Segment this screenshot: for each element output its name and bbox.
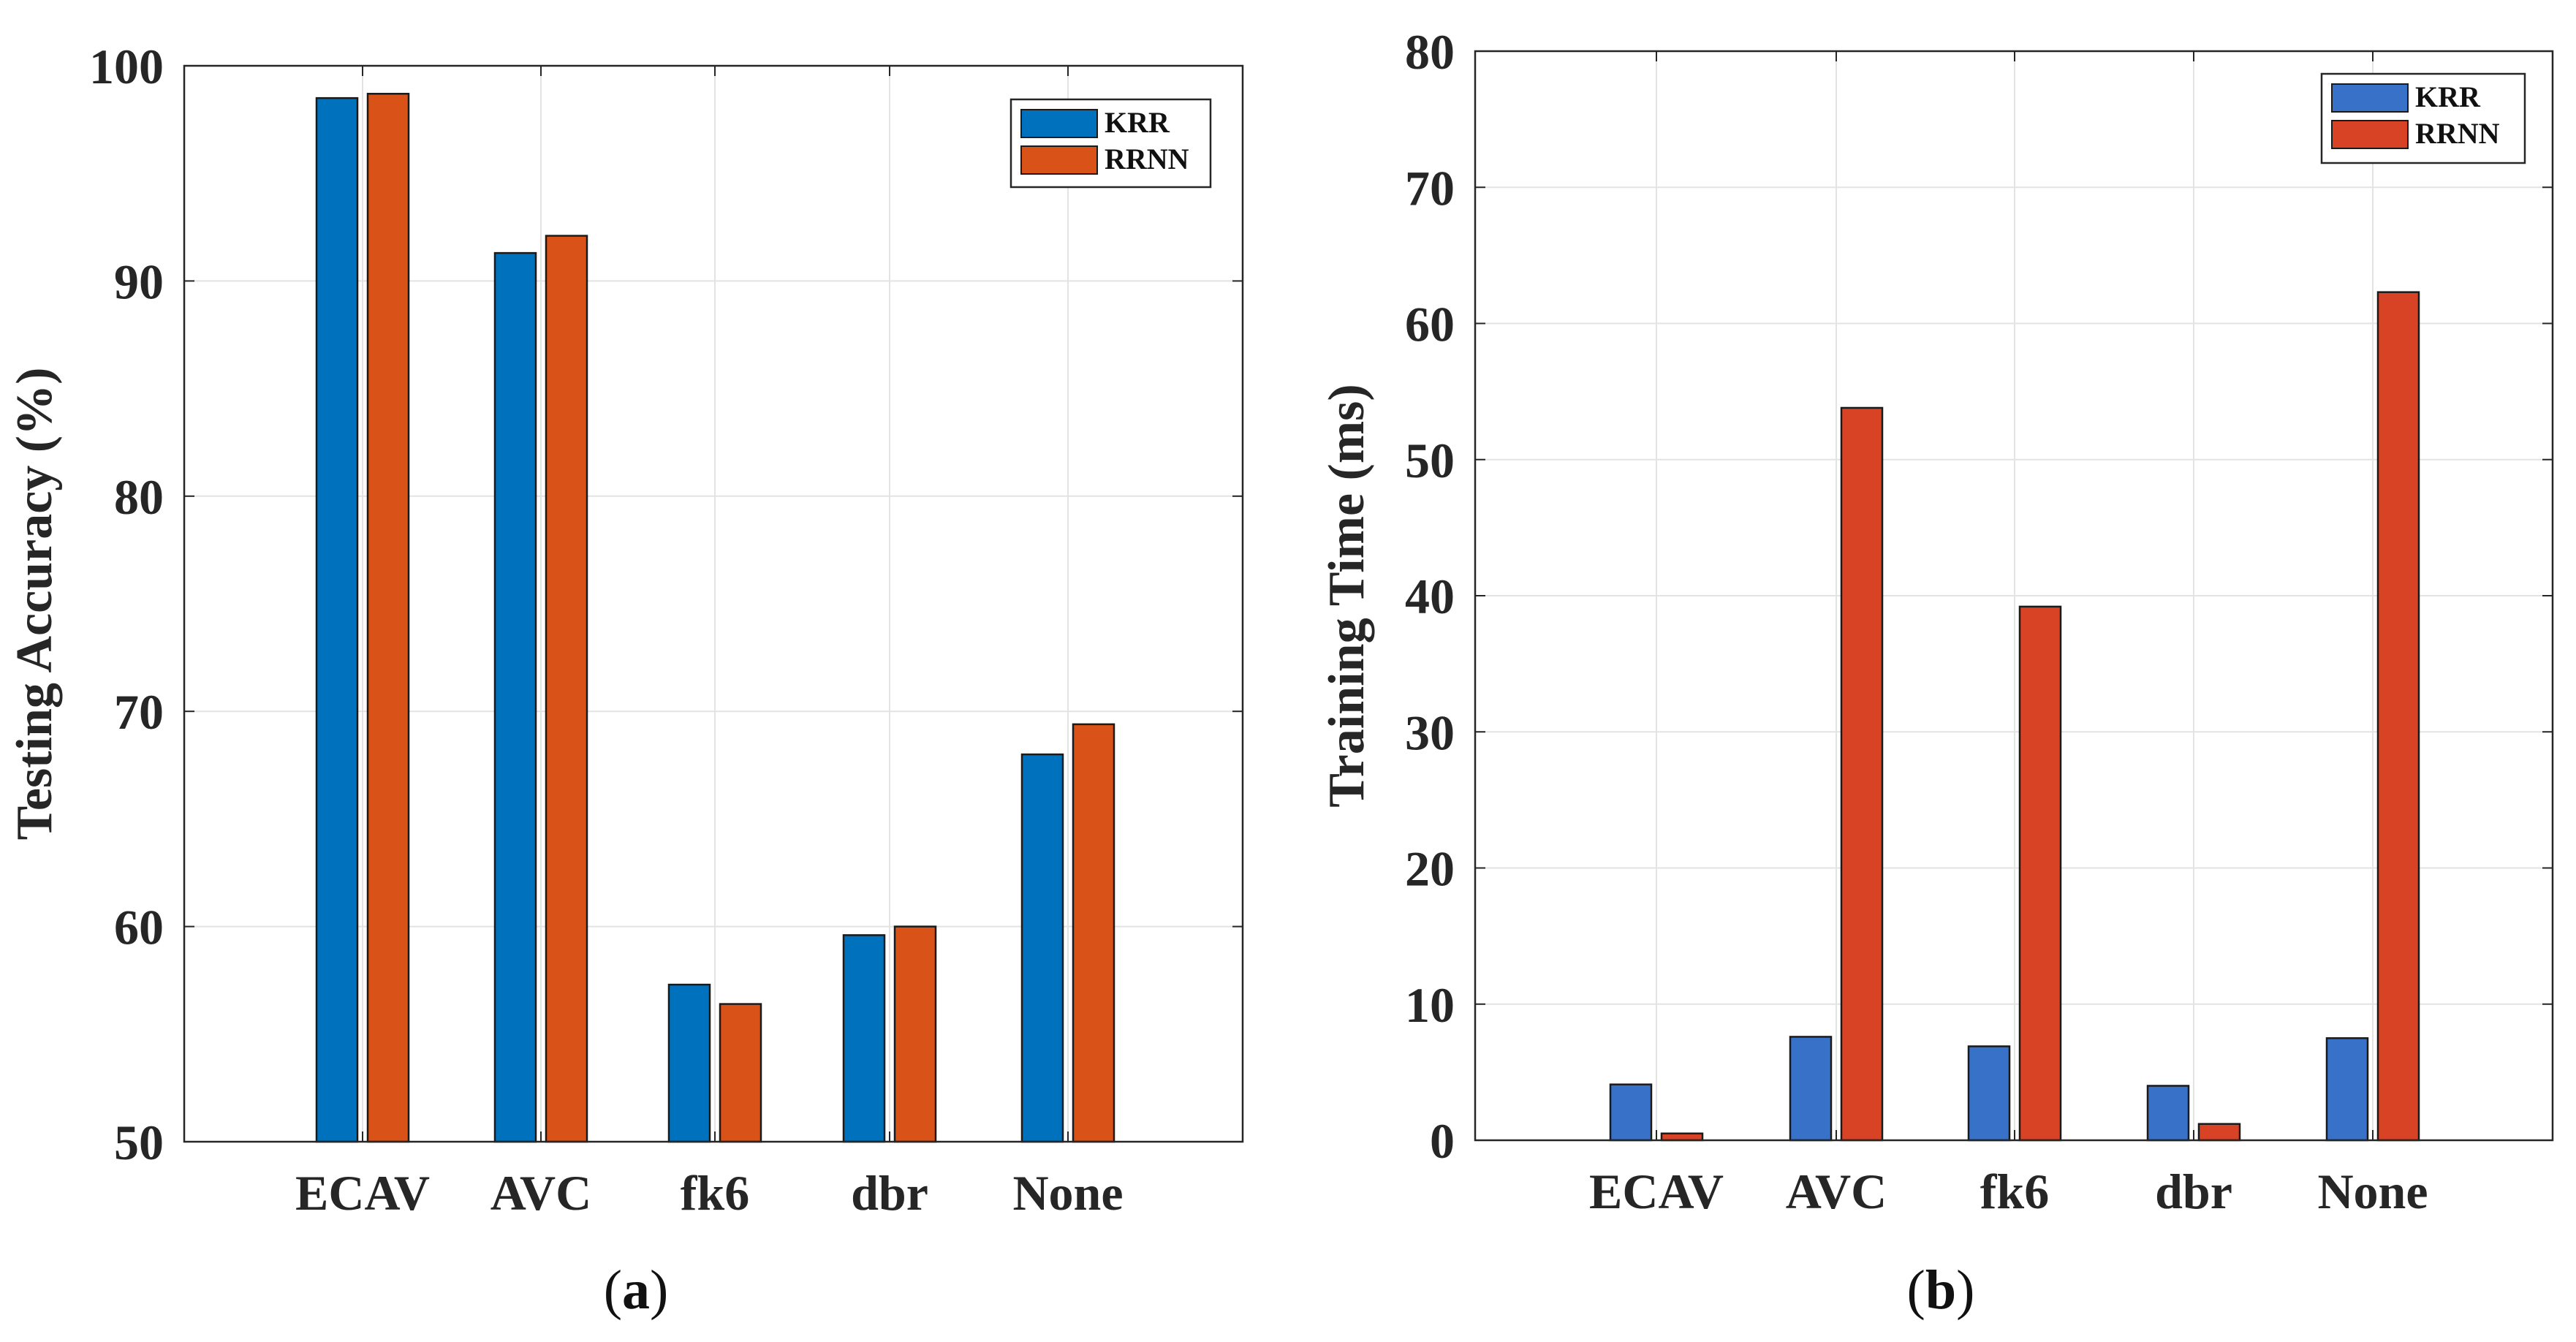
- panel-caption: (b): [1907, 1259, 1975, 1321]
- bar-rrnn-none: [2376, 291, 2420, 1142]
- bar-krr-avc: [1789, 1036, 1833, 1142]
- y-tick-label: 70: [114, 684, 164, 740]
- bar-rrnn-avc: [545, 235, 588, 1143]
- y-tick-label: 0: [1430, 1113, 1455, 1169]
- legend-swatch-krr: [2331, 83, 2409, 113]
- chart-panel-a: 50 60 70 80 90 100 ECAV AVC fk6 dbr None Testing Ac…: [7, 39, 1244, 1321]
- x-tick-label: dbr: [851, 1165, 928, 1221]
- caption-close-paren: ): [650, 1259, 668, 1321]
- bar-rrnn-dbr: [2197, 1123, 2241, 1142]
- caption-letter: a: [622, 1259, 650, 1321]
- caption-open-paren: (: [604, 1259, 622, 1321]
- bar-krr-ecav: [315, 96, 359, 1143]
- legend-label-krr: KRR: [2415, 80, 2481, 113]
- y-tick-label: 60: [114, 900, 164, 955]
- x-tick-label: dbr: [2155, 1164, 2232, 1219]
- caption-open-paren: (: [1907, 1259, 1925, 1321]
- bar-rrnn-ecav: [366, 93, 410, 1143]
- x-tick-label: ECAV: [1589, 1164, 1724, 1219]
- x-tick-label: fk6: [1980, 1164, 2049, 1219]
- caption-letter: b: [1925, 1259, 1956, 1321]
- x-tick-label: fk6: [681, 1165, 749, 1221]
- legend-label-rrnn: RRNN: [1105, 143, 1189, 175]
- y-tick-label: 80: [114, 469, 164, 525]
- y-tick-label: 20: [1405, 841, 1455, 897]
- x-tick-label: AVC: [1786, 1164, 1887, 1219]
- x-tick-label: None: [2317, 1164, 2428, 1219]
- bar-krr-dbr: [2146, 1085, 2190, 1142]
- bar-rrnn-avc: [1840, 406, 1884, 1142]
- chart-panel-b: 0 10 20 30 40 50 60 70 80 ECAV AVC fk6 dbr None Traini…: [1319, 24, 2554, 1321]
- axes-box: [1474, 50, 2554, 1142]
- y-tick-label: 10: [1405, 977, 1455, 1033]
- axes-box: [183, 64, 1244, 1143]
- x-tick-label: None: [1012, 1165, 1123, 1221]
- bar-rrnn-fk6: [719, 1003, 762, 1143]
- y-tick-label: 50: [114, 1115, 164, 1170]
- legend-label-rrnn: RRNN: [2415, 117, 2500, 150]
- bar-krr-dbr: [842, 934, 886, 1143]
- bar-krr-fk6: [1967, 1045, 2011, 1142]
- panel-caption: (a): [604, 1259, 669, 1321]
- y-tick-label: 80: [1405, 24, 1455, 80]
- y-tick-label: 50: [1405, 433, 1455, 488]
- x-tick-label: AVC: [490, 1165, 592, 1221]
- bar-krr-none: [2325, 1037, 2369, 1142]
- bar-rrnn-dbr: [893, 925, 937, 1143]
- bar-krr-none: [1020, 753, 1064, 1143]
- plot-area: [184, 66, 1243, 1142]
- legend-label-krr: KRR: [1105, 106, 1170, 139]
- y-tick-label: 70: [1405, 160, 1455, 216]
- y-axis-label: Testing Accuracy (%): [7, 368, 63, 841]
- y-tick-label: 60: [1405, 297, 1455, 352]
- bar-rrnn-none: [1072, 723, 1115, 1143]
- legend-swatch-rrnn: [1020, 145, 1098, 175]
- y-tick-label: 40: [1405, 569, 1455, 624]
- y-axis-label: Training Time (ms): [1319, 384, 1375, 807]
- legend-swatch-krr: [1020, 109, 1098, 138]
- x-tick-label: ECAV: [295, 1165, 430, 1221]
- bar-rrnn-fk6: [2018, 605, 2062, 1142]
- bar-krr-avc: [493, 251, 537, 1143]
- bar-rrnn-ecav: [1660, 1132, 1704, 1142]
- caption-close-paren: ): [1956, 1259, 1974, 1321]
- bar-krr-fk6: [667, 983, 711, 1143]
- y-tick-label: 100: [89, 39, 164, 94]
- y-tick-label: 30: [1405, 705, 1455, 760]
- legend-swatch-rrnn: [2331, 120, 2409, 149]
- y-tick-label: 90: [114, 254, 164, 309]
- bar-krr-ecav: [1609, 1083, 1653, 1142]
